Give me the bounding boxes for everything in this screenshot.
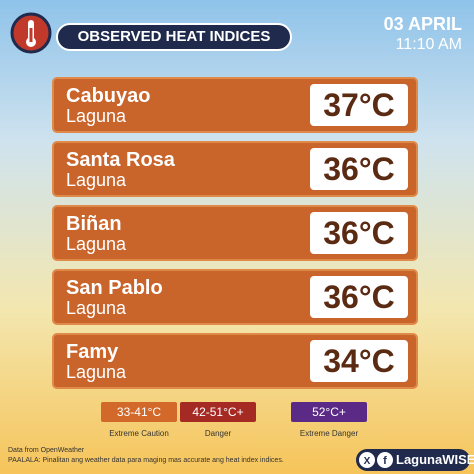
city: Biñan [66,213,122,235]
heat-index: 37°C [310,84,408,126]
legend-label: Danger [204,429,232,438]
province: Laguna [66,362,127,382]
date: 03 APRIL [383,14,462,34]
heat-index: 36°C [310,276,408,318]
location-card: San Pablo Laguna 36°C [52,269,418,325]
thermometer-icon [10,12,52,54]
location-card: Biñan Laguna 36°C [52,205,418,261]
heat-index: 36°C [310,148,408,190]
province: Laguna [66,170,127,190]
city: Famy [66,341,119,363]
city: San Pablo [66,277,163,299]
province: Laguna [66,298,127,318]
city: Cabuyao [66,85,151,107]
legend-swatch: 42-51°C+ [180,402,256,422]
heat-index: 36°C [310,212,408,254]
svg-text:f: f [383,455,387,467]
legend-label: Extreme Caution [109,429,169,438]
title: OBSERVED HEAT INDICES [56,23,292,51]
note: PAALALA: Pinalitan ang weather data para… [8,457,284,464]
time: 11:10 AM [395,36,462,53]
city: Santa Rosa [66,149,175,171]
location-card: Santa Rosa Laguna 36°C [52,141,418,197]
brand: LagunaWISE [396,452,474,467]
province: Laguna [66,234,127,254]
legend-swatch: 52°C+ [291,402,367,422]
svg-text:X: X [364,456,371,467]
legend-swatch: 33-41°C [101,402,177,422]
heat-index: 34°C [310,340,408,382]
brand-badge: X f LagunaWISE [356,449,474,471]
location-card: Cabuyao Laguna 37°C [52,77,418,133]
social-icons: X f [359,452,393,468]
legend-label: Extreme Danger [299,429,359,438]
source: Data from OpenWeather [8,447,85,454]
location-card: Famy Laguna 34°C [52,333,418,389]
province: Laguna [66,106,127,126]
